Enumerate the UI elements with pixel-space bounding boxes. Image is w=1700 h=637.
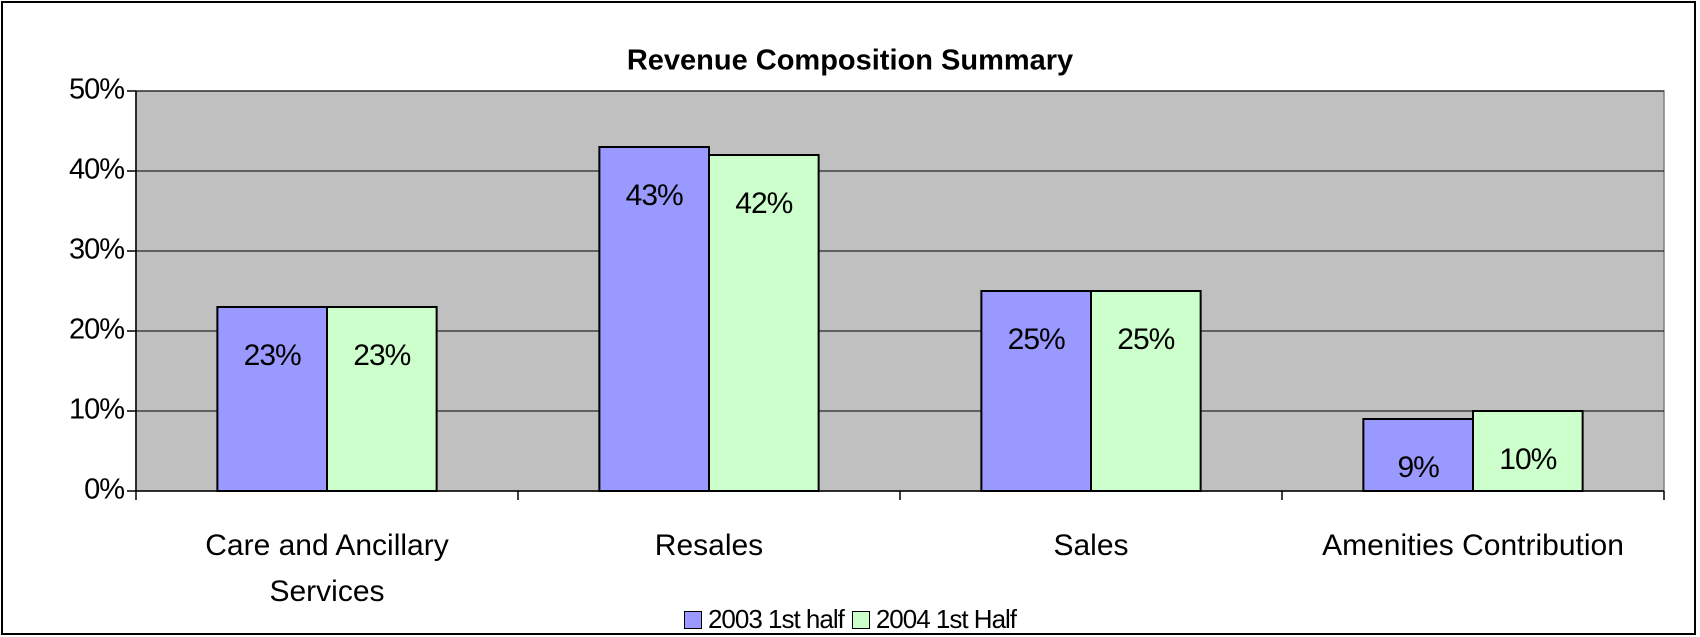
bar xyxy=(216,306,328,492)
legend-label: 2004 1st Half xyxy=(875,604,1017,634)
y-tick-label: 30% xyxy=(69,234,124,266)
bar xyxy=(1362,418,1474,492)
data-label: 25% xyxy=(1008,323,1065,356)
y-tick-label: 50% xyxy=(69,74,124,106)
y-tick-label: 0% xyxy=(84,474,124,506)
chart-title: Revenue Composition Summary xyxy=(627,45,1073,77)
legend-item: 2003 1st half xyxy=(683,604,845,635)
data-label: 42% xyxy=(735,187,792,220)
x-tick-label: Resales xyxy=(654,529,764,562)
legend-item: 2004 1st Half xyxy=(851,604,1017,635)
bar xyxy=(1472,410,1584,492)
data-label: 23% xyxy=(353,339,410,372)
data-label: 25% xyxy=(1117,323,1174,356)
data-label: 23% xyxy=(244,339,301,372)
bar xyxy=(326,306,438,492)
bar xyxy=(980,290,1093,492)
y-tick-label: 40% xyxy=(69,154,124,186)
x-tick-label: Amenities Contribution xyxy=(1322,529,1624,562)
legend-swatch xyxy=(851,610,870,629)
data-label: 43% xyxy=(626,179,683,212)
x-tick-label: Care and Ancillary Services xyxy=(205,529,449,608)
legend: 2003 1st half 2004 1st Half xyxy=(0,604,1700,636)
y-tick-label: 10% xyxy=(69,394,124,426)
data-label: 9% xyxy=(1398,451,1440,484)
bar xyxy=(1090,290,1202,492)
data-label: 10% xyxy=(1499,443,1556,476)
x-tick-label: Sales xyxy=(1053,529,1129,562)
legend-swatch xyxy=(683,610,702,629)
bar xyxy=(708,154,820,492)
bar xyxy=(598,146,711,492)
y-tick-label: 20% xyxy=(69,314,124,346)
legend-label: 2003 1st half xyxy=(707,604,845,634)
